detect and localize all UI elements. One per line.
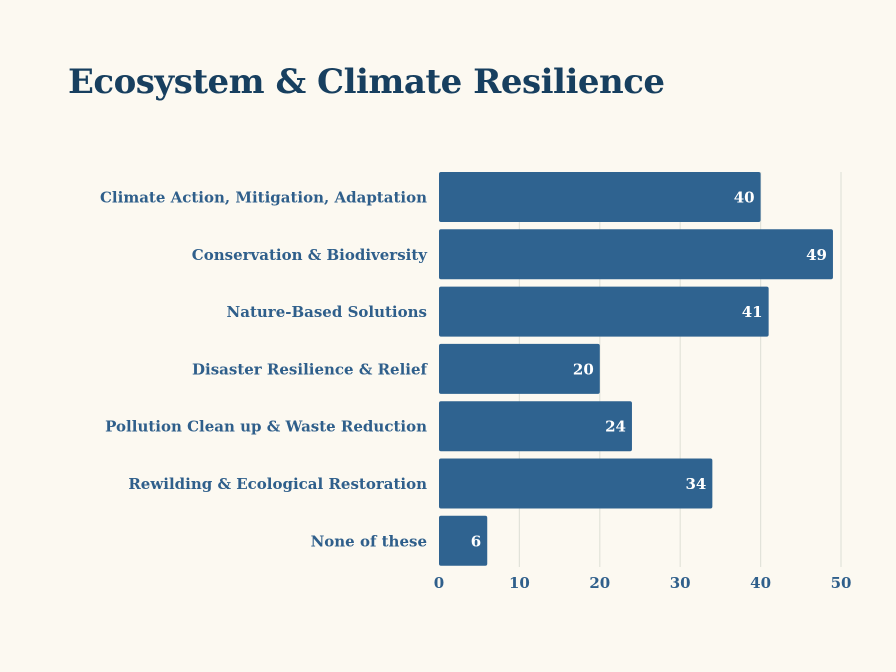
x-tick-label: 10: [509, 574, 530, 592]
bar-value-label: 40: [734, 189, 755, 207]
category-label: Nature-Based Solutions: [227, 303, 427, 321]
category-label: Conservation & Biodiversity: [192, 246, 429, 264]
bars: [439, 172, 833, 566]
bar: [439, 458, 713, 509]
bar: [439, 515, 488, 566]
bar-value-label: 49: [806, 246, 827, 264]
x-tick-label: 30: [670, 574, 691, 592]
category-label: Disaster Resilience & Relief: [192, 360, 429, 378]
chart-title: Ecosystem & Climate Resilience: [68, 62, 665, 102]
bar: [439, 229, 833, 280]
category-label: None of these: [311, 532, 427, 550]
category-label: Rewilding & Ecological Restoration: [128, 475, 427, 493]
x-axis-ticks: 0 10 20 30 40 50: [434, 574, 852, 592]
bar-value-label: 6: [471, 532, 481, 550]
bar-value-label: 20: [573, 360, 594, 378]
category-label: Climate Action, Mitigation, Adaptation: [100, 189, 427, 207]
category-label: Pollution Clean up & Waste Reduction: [105, 418, 427, 436]
x-tick-label: 40: [750, 574, 771, 592]
x-tick-label: 0: [434, 574, 444, 592]
bar-value-label: 24: [605, 418, 626, 436]
bar: [439, 172, 761, 222]
data-labels: 40 49 41 20 24 34 6: [471, 189, 827, 551]
category-labels: Climate Action, Mitigation, Adaptation Co…: [100, 189, 429, 551]
x-tick-label: 50: [831, 574, 852, 592]
x-tick-label: 20: [589, 574, 610, 592]
bar: [439, 343, 600, 394]
bar: [439, 286, 769, 337]
bar-value-label: 41: [742, 303, 763, 321]
bar-value-label: 34: [685, 475, 706, 493]
bar: [439, 401, 632, 452]
